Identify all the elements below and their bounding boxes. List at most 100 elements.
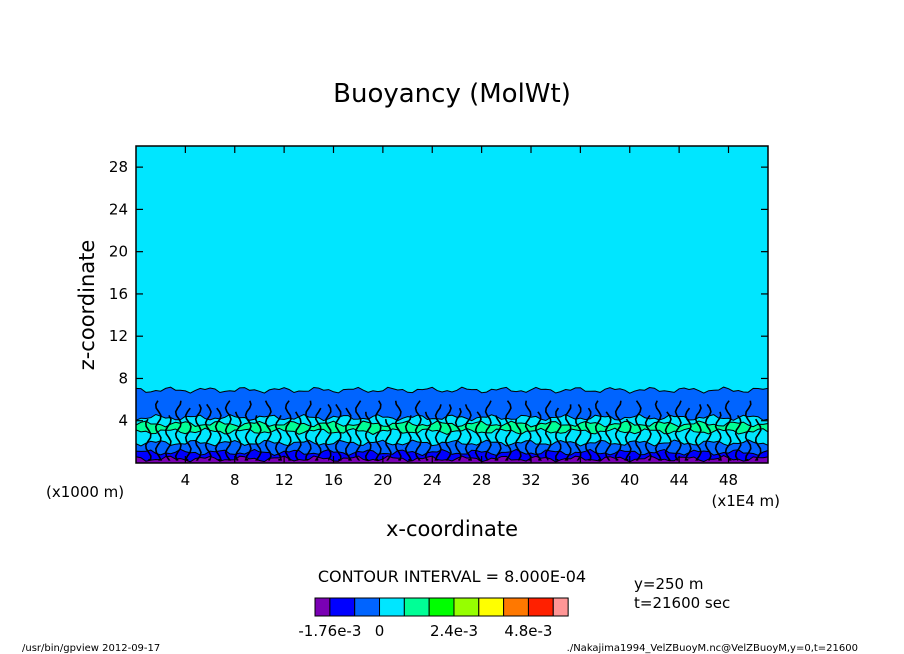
plume-contour: [534, 411, 543, 461]
plume-contour: [754, 418, 762, 461]
plume-contour: [624, 418, 632, 461]
y-tick-label: 28: [109, 158, 128, 176]
plume-contour: [174, 400, 182, 461]
plume-contour: [154, 400, 163, 461]
plume-contour: [214, 407, 223, 461]
plume-contour: [614, 400, 622, 461]
plume-contour: [194, 404, 202, 461]
footer-left: /usr/bin/gpview 2012-09-17: [22, 643, 160, 654]
contour-fill: [135, 146, 769, 464]
x-tick-label: 20: [373, 471, 392, 489]
x-tick-label: 36: [571, 471, 590, 489]
plume-contour: [284, 400, 292, 461]
colorbar-label: -1.76e-3: [298, 622, 361, 640]
y-axis-label: z-coordinate: [75, 240, 99, 371]
colorbar-swatch: [403, 597, 430, 617]
plume-contour: [564, 404, 572, 461]
plume-contour: [364, 411, 372, 461]
plume-contour: [434, 404, 442, 461]
plume-contour: [144, 418, 152, 461]
plume-contour: [574, 403, 582, 461]
plume-contour: [694, 404, 702, 461]
plume-contour: [524, 400, 532, 461]
colorbar-swatch: [314, 597, 331, 617]
plume-contour: [474, 411, 482, 461]
chart-title: Buoyancy (MolWt): [333, 79, 571, 109]
x-tick-label: 24: [423, 471, 442, 489]
plume-contour: [254, 415, 262, 461]
plume-contour: [634, 400, 642, 461]
x-tick-label: 40: [620, 471, 639, 489]
colorbar-labels: -1.76e-3 0 2.4e-3 4.8e-3: [298, 622, 552, 640]
plume-contour: [345, 407, 353, 461]
colorbar-swatch: [478, 597, 505, 617]
colorbar-swatch: [428, 597, 455, 617]
y-tick-label: 12: [109, 327, 128, 345]
x-tick-label: 44: [670, 471, 689, 489]
colorbar-label: 2.4e-3: [430, 622, 478, 640]
colorbar-swatch: [503, 597, 529, 617]
footer-right: ./Nakajima1994_VelZBuoyM.nc@VelZBuoyM,y=…: [567, 643, 858, 654]
plume-contour: [504, 400, 512, 461]
plot-frame: [135, 145, 769, 464]
contour-lines: [144, 400, 762, 461]
plume-contour: [424, 411, 432, 461]
plume-contour: [684, 407, 692, 461]
plume-contour: [454, 407, 462, 461]
plume-contour: [264, 400, 272, 461]
plume-contour: [224, 400, 232, 461]
plume-contour: [164, 415, 172, 461]
y-ticks: 4 8 12 16 20 24 28: [109, 158, 768, 430]
y-tick-label: 20: [109, 243, 128, 261]
plume-contour: [484, 400, 492, 461]
plume-contour: [374, 400, 382, 461]
colorbar-label: 0: [375, 622, 385, 640]
colorbar: [314, 597, 569, 617]
plume-contour: [544, 400, 552, 461]
plume-contour: [314, 407, 322, 461]
info-t: t=21600 sec: [634, 594, 730, 612]
plume-contour: [274, 415, 282, 461]
plume-contour: [714, 411, 722, 461]
x-tick-label: 48: [719, 471, 738, 489]
x-axis-label: x-coordinate: [386, 517, 518, 541]
plume-contour: [234, 411, 242, 461]
plume-contour: [514, 418, 522, 461]
y-tick-label: 4: [118, 412, 128, 430]
plume-contour: [244, 400, 252, 461]
x-tick-label: 12: [275, 471, 294, 489]
plume-contour: [594, 400, 603, 461]
x-tick-label: 32: [521, 471, 540, 489]
colorbar-swatch: [329, 597, 356, 617]
y-tick-label: 8: [118, 369, 128, 387]
plume-contour: [555, 407, 562, 461]
plume-contour: [394, 400, 402, 461]
x-tick-label: 8: [230, 471, 240, 489]
colorbar-swatch: [453, 597, 480, 617]
x-tick-label: 16: [324, 471, 343, 489]
colorbar-swatch: [552, 597, 569, 617]
plume-contour: [404, 415, 413, 461]
x-tick-label: 28: [472, 471, 491, 489]
colorbar-swatch: [527, 597, 554, 617]
x-unit-right: (x1E4 m): [711, 492, 780, 510]
y-tick-label: 24: [109, 200, 128, 218]
plume-contour: [654, 400, 663, 461]
colorbar-swatch: [354, 597, 381, 617]
plume-contour: [464, 404, 473, 461]
y-tick-label: 16: [109, 285, 128, 303]
x-unit-left: (x1000 m): [46, 483, 124, 501]
plume-contour: [494, 415, 502, 461]
info-y: y=250 m: [634, 575, 703, 593]
plume-contour: [664, 411, 672, 461]
plume-contour: [644, 414, 652, 461]
plume-contour: [355, 400, 362, 461]
plume-contour: [294, 411, 302, 461]
plume-contour: [724, 400, 732, 461]
x-tick-label: 4: [181, 471, 191, 489]
plume-contour: [674, 400, 682, 461]
plume-contour: [584, 407, 592, 461]
plume-contour: [414, 400, 422, 461]
plume-contour: [204, 403, 212, 461]
